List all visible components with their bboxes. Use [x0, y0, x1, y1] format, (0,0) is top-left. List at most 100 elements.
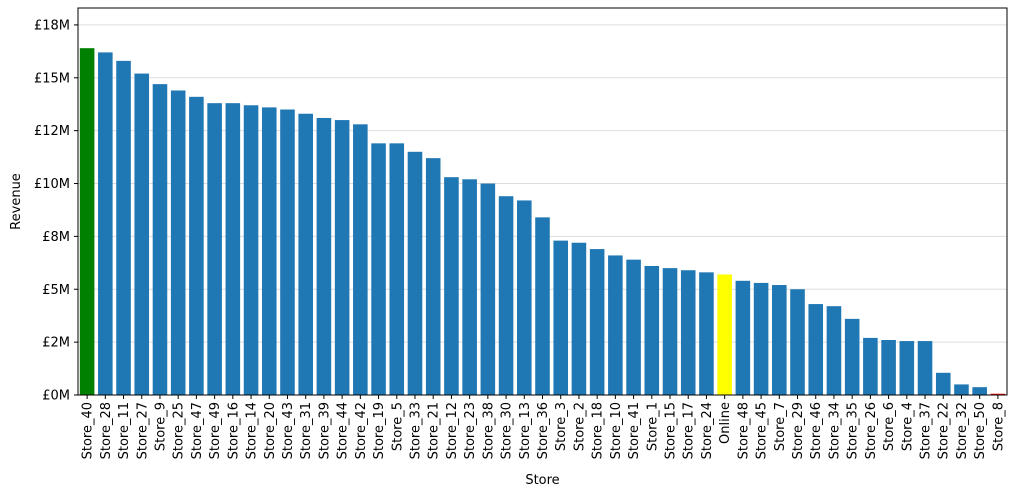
x-tick-label: Store_42 — [354, 402, 369, 459]
x-tick-label: Store_24 — [700, 402, 715, 459]
x-tick-label: Store_50 — [973, 402, 988, 459]
y-tick-label: £10M — [34, 177, 70, 192]
bar-store-19 — [371, 143, 386, 395]
x-tick-label: Store_43 — [281, 402, 296, 459]
bar-store-35 — [844, 318, 860, 395]
bar-store-8 — [990, 393, 1006, 395]
y-tick-label: £18M — [34, 18, 70, 33]
x-tick-label: Store_8 — [991, 402, 1006, 451]
bar-store-14 — [243, 105, 259, 395]
x-tick-label: Store_21 — [427, 402, 442, 459]
bar-store-32 — [954, 384, 969, 395]
x-tick-label: Store_39 — [317, 402, 332, 459]
x-tick-label: Store_46 — [809, 402, 824, 459]
x-tick-label: Store_48 — [736, 402, 751, 459]
bar-store-26 — [863, 337, 878, 395]
x-tick-label: Store_37 — [919, 402, 934, 459]
bar-store-31 — [298, 113, 313, 395]
x-tick-label: Store_44 — [336, 402, 351, 459]
bars — [79, 48, 1006, 396]
bar-online — [717, 274, 732, 395]
bar-store-9 — [152, 84, 168, 395]
bar-store-27 — [134, 73, 150, 396]
y-tick-label: £2M — [42, 336, 70, 351]
x-tick-label: Store_45 — [755, 402, 770, 459]
y-tick-label: £5M — [42, 283, 70, 298]
bar-store-11 — [116, 60, 131, 396]
bar-store-28 — [98, 52, 113, 395]
bar-store-41 — [626, 259, 641, 395]
x-tick-label: Store_34 — [827, 402, 842, 459]
bar-store-12 — [444, 177, 459, 395]
bar-store-18 — [589, 249, 605, 395]
x-tick-label: Store_41 — [627, 402, 642, 459]
x-tick-label: Store_22 — [937, 402, 952, 459]
x-tick-label: Store_33 — [408, 402, 423, 459]
bar-store-7 — [772, 285, 787, 395]
bar-store-34 — [826, 306, 842, 395]
x-tick-label: Store_3 — [554, 402, 569, 451]
bar-store-40 — [79, 48, 95, 395]
x-tick-label: Store_38 — [481, 402, 496, 459]
bar-store-15 — [662, 268, 678, 395]
bar-store-38 — [480, 183, 496, 395]
x-axis-ticks: Store_40 Store_28 Store_11 Store_27 Store_9 S… — [81, 395, 1006, 459]
bar-store-48 — [735, 280, 751, 395]
bar-store-39 — [316, 117, 332, 395]
x-tick-label: Store_47 — [190, 402, 205, 459]
bar-store-21 — [425, 158, 441, 395]
x-tick-label: Store_20 — [263, 402, 278, 459]
x-tick-label: Store_27 — [135, 402, 150, 459]
x-tick-label: Online — [718, 402, 733, 444]
bar-store-4 — [899, 341, 915, 395]
bar-store-33 — [407, 151, 423, 395]
x-tick-label: Store_26 — [864, 402, 879, 459]
bar-store-47 — [189, 96, 204, 395]
bar-store-44 — [334, 120, 350, 395]
x-tick-label: Store_12 — [445, 402, 460, 459]
bar-store-10 — [608, 255, 623, 395]
x-tick-label: Store_32 — [955, 402, 970, 459]
x-tick-label: Store_35 — [846, 402, 861, 459]
x-tick-label: Store_17 — [682, 402, 697, 459]
x-tick-label: Store_7 — [773, 402, 788, 451]
bar-store-16 — [225, 103, 241, 395]
bar-store-42 — [353, 124, 368, 396]
bar-store-5 — [389, 143, 405, 395]
x-tick-label: Store_6 — [882, 402, 897, 451]
bar-store-13 — [516, 200, 532, 395]
bar-store-22 — [935, 372, 951, 395]
bar-store-29 — [790, 289, 805, 395]
x-tick-label: Store_31 — [299, 402, 314, 459]
x-tick-label: Store_1 — [645, 402, 660, 451]
bar-store-46 — [808, 304, 824, 395]
x-tick-label: Store_2 — [572, 402, 587, 451]
x-tick-label: Store_29 — [791, 402, 806, 459]
x-tick-label: Store_28 — [99, 402, 114, 459]
x-tick-label: Store_13 — [518, 402, 533, 459]
bar-store-49 — [207, 103, 222, 395]
x-tick-label: Store_36 — [536, 402, 551, 459]
bar-store-50 — [972, 387, 987, 395]
bar-store-25 — [170, 90, 186, 396]
x-axis-title: Store — [525, 473, 559, 488]
y-axis-ticks: £0M £2M £5M £8M £10M £12M £15M £18M — [34, 18, 78, 404]
x-tick-label: Store_40 — [81, 402, 96, 459]
bar-store-30 — [498, 196, 514, 395]
x-tick-label: Store_23 — [463, 402, 478, 459]
y-tick-label: £15M — [34, 71, 70, 86]
x-tick-label: Store_49 — [208, 402, 223, 459]
bar-store-20 — [261, 107, 277, 396]
bar-store-24 — [699, 272, 714, 395]
x-tick-label: Store_15 — [664, 402, 679, 459]
x-tick-label: Store_14 — [245, 402, 260, 459]
x-tick-label: Store_16 — [226, 402, 241, 459]
bar-store-36 — [535, 217, 550, 395]
x-tick-label: Store_11 — [117, 402, 132, 459]
bar-store-1 — [644, 266, 660, 395]
bar-store-6 — [881, 340, 896, 395]
y-tick-label: £0M — [42, 389, 70, 404]
bar-store-2 — [571, 242, 587, 395]
